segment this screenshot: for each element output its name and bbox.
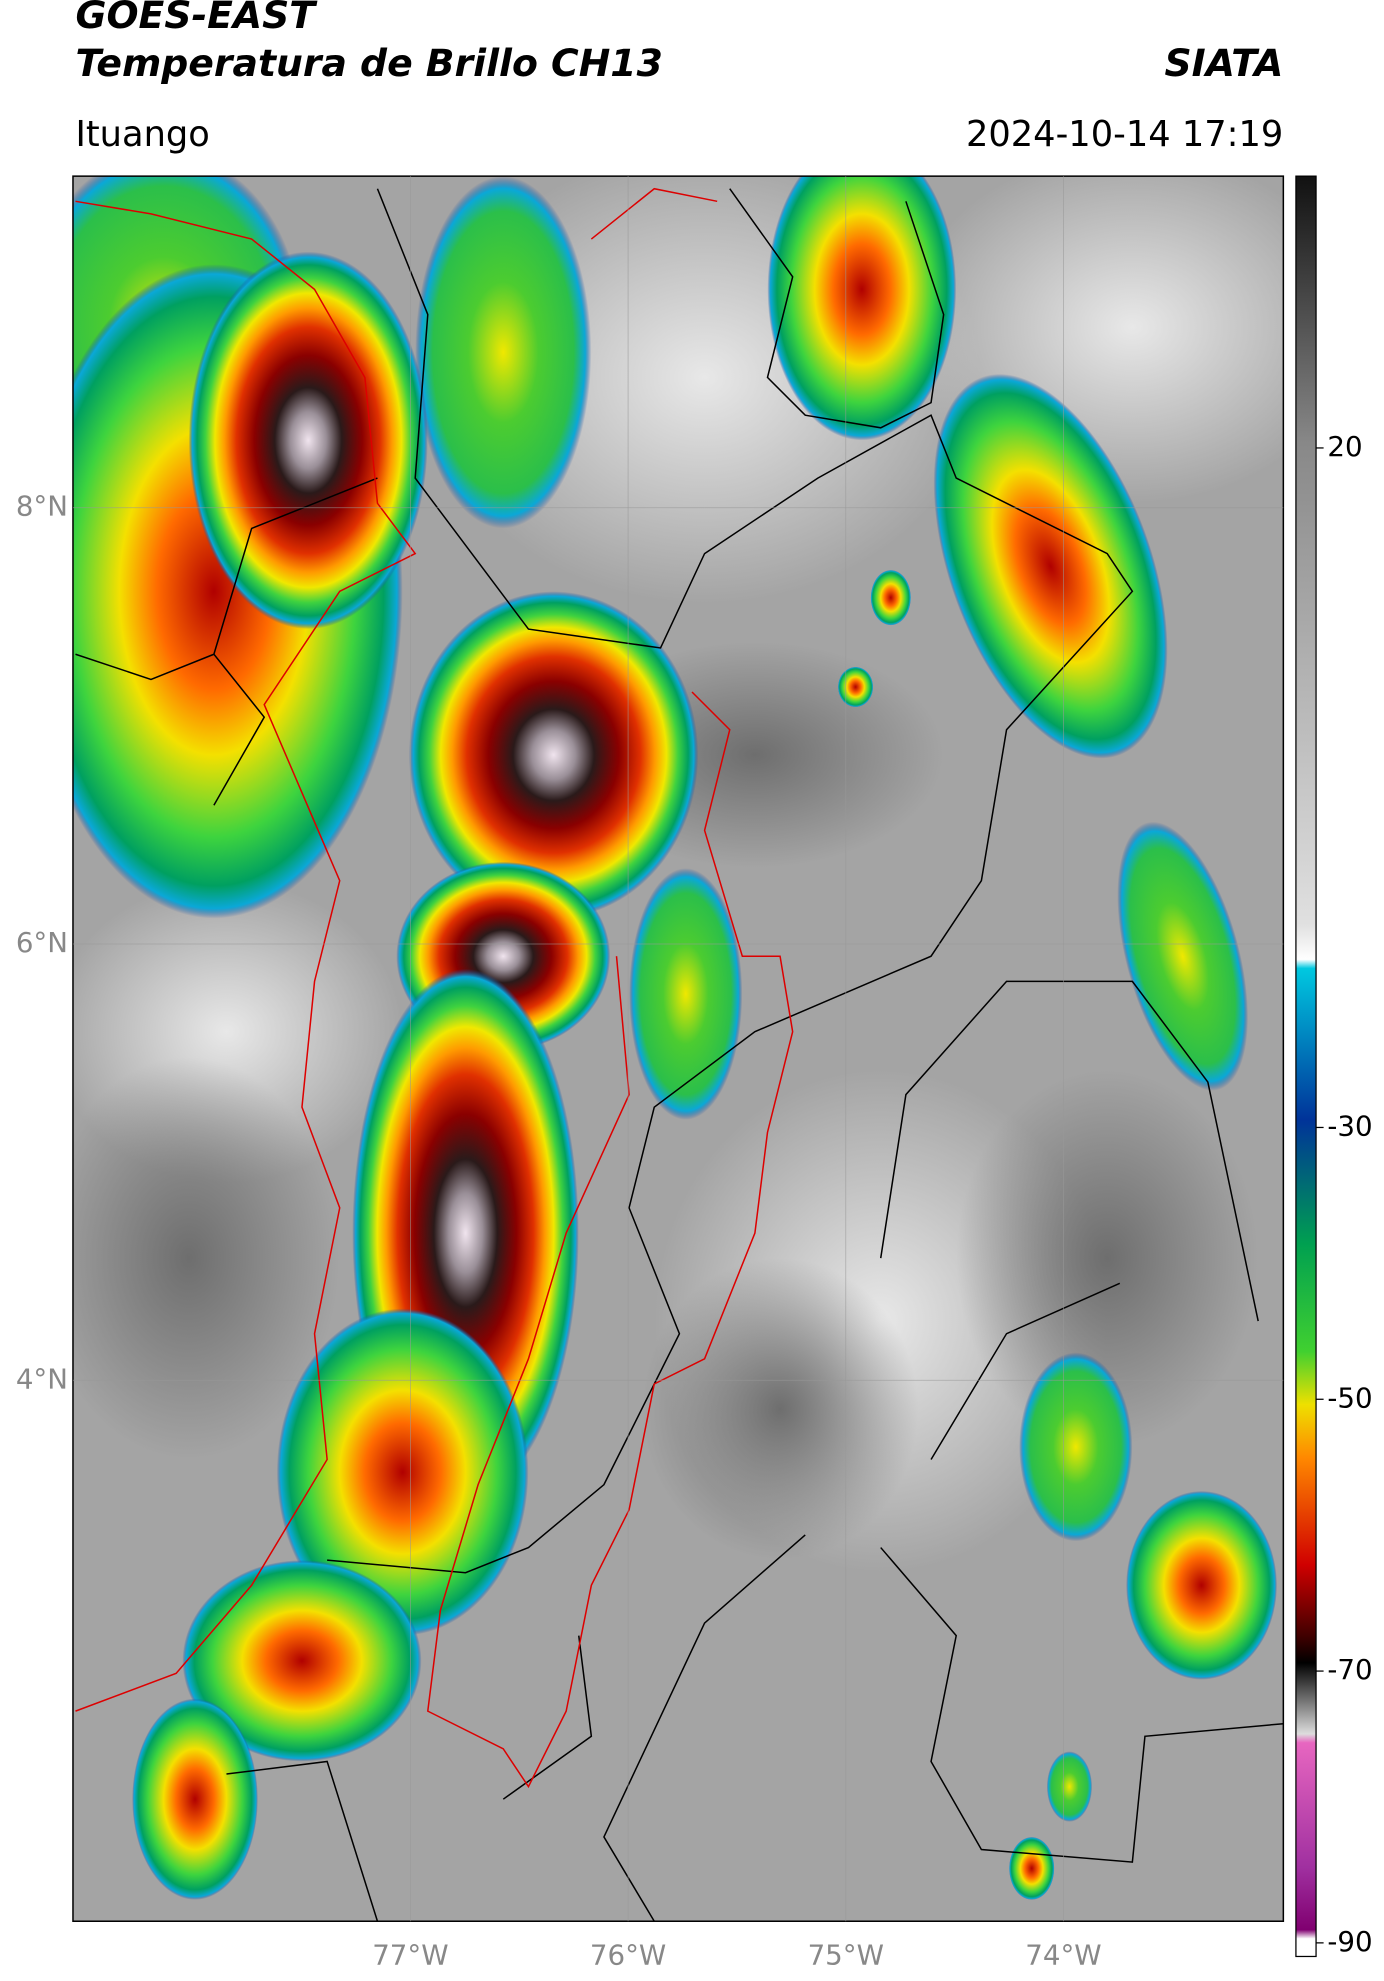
cloud	[956, 1069, 1259, 1447]
title: GOES-EAST	[75, 0, 318, 37]
x-tick-label: 75°W	[808, 1938, 884, 1971]
storm	[933, 373, 1168, 759]
storm	[629, 868, 743, 1120]
storm	[1126, 1490, 1278, 1680]
border	[327, 188, 1134, 1574]
coastline	[426, 187, 794, 1789]
map-frame	[72, 175, 1285, 1922]
storm	[837, 666, 874, 708]
storm	[182, 1560, 422, 1762]
storm	[132, 1698, 258, 1900]
colorbar-tick-label: -30	[1327, 1109, 1372, 1142]
colorbar-tick-label: -70	[1327, 1653, 1372, 1686]
colorbar-tick-label: -90	[1327, 1925, 1372, 1958]
storm	[408, 591, 699, 919]
location: Ituango	[75, 114, 209, 155]
satellite-image	[72, 176, 1284, 1922]
border	[75, 477, 593, 1922]
colorbar	[1295, 175, 1317, 1958]
storm	[1019, 1352, 1133, 1542]
y-tick-label: 6°N	[16, 926, 68, 959]
y-tick-label: 8°N	[16, 490, 68, 523]
x-tick-label: 74°W	[1025, 1938, 1101, 1971]
y-tick-label: 4°N	[16, 1362, 68, 1395]
subtitle: Temperatura de Brillo CH13	[75, 41, 662, 85]
x-tick-label: 77°W	[372, 1938, 448, 1971]
cloud	[72, 1056, 340, 1460]
datetime: 2024-10-14 17:19	[966, 114, 1283, 155]
x-tick-label: 76°W	[590, 1938, 666, 1971]
coastline	[75, 200, 417, 1712]
storm	[276, 1308, 529, 1636]
source: SIATA	[1165, 41, 1284, 85]
cloud	[641, 1258, 919, 1561]
storm	[767, 176, 957, 441]
storm	[415, 176, 592, 529]
storm	[1117, 821, 1249, 1091]
storm	[1046, 1751, 1093, 1822]
storm	[188, 251, 428, 630]
storm	[1009, 1836, 1055, 1900]
colorbar-tick-label: 20	[1327, 430, 1362, 463]
storm	[870, 569, 911, 626]
border	[603, 980, 1284, 1922]
border	[729, 188, 945, 429]
colorbar-tick-label: -50	[1327, 1381, 1372, 1414]
